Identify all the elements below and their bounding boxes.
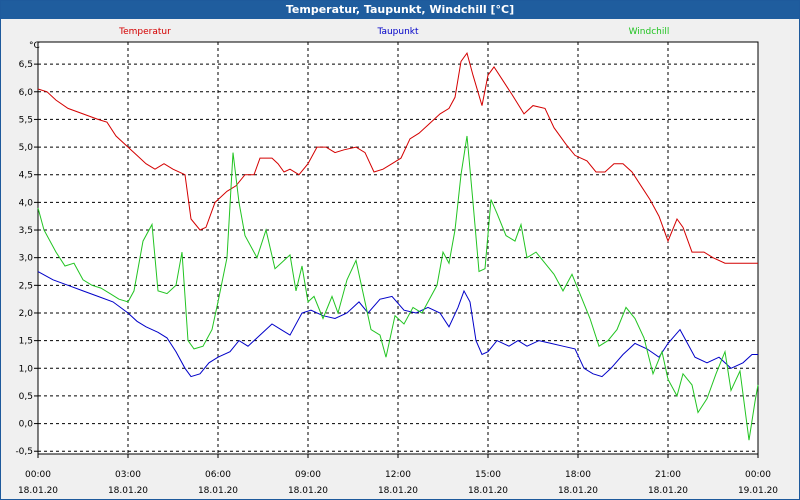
x-tick-date: 18.01.20 [558, 486, 598, 496]
y-tick-label: 0,0 [19, 420, 34, 430]
x-tick-time: 18:00 [565, 470, 591, 480]
grid-lines [38, 42, 758, 454]
x-tick-time: 21:00 [655, 470, 681, 480]
y-tick-label: -0,5 [15, 447, 33, 457]
x-tick-date: 18.01.20 [288, 486, 328, 496]
y-tick-label: 6,5 [19, 60, 33, 70]
x-tick-time: 12:00 [385, 470, 411, 480]
y-tick-label: 5,5 [19, 115, 33, 125]
x-tick-time: 00:00 [25, 470, 51, 480]
x-tick-time: 06:00 [205, 470, 231, 480]
series-lines [37, 51, 759, 441]
legend-label-windchill: Windchill [629, 27, 670, 37]
x-tick-time: 00:00 [745, 470, 771, 480]
y-axis-ticks: 6,5 6,0 5,5 5,0 4,5 4,0 3,5 3,0 2,5 2,0 1,5 1,0 0,5 0… [15, 60, 38, 457]
y-tick-label: 3,5 [19, 226, 33, 236]
y-tick-label: 4,5 [19, 171, 33, 181]
x-tick-date: 18.01.20 [18, 486, 58, 496]
series-line-windchill [37, 135, 759, 441]
y-tick-label: 3,0 [19, 254, 34, 264]
x-tick-date: 18.01.20 [198, 486, 238, 496]
x-tick-time: 09:00 [295, 470, 321, 480]
x-tick-date: 18.01.20 [648, 486, 688, 496]
x-axis-ticks: 00:00 18.01.20 03:00 18.01.20 06:00 18.01.20 0… [18, 454, 778, 496]
y-tick-label: 4,0 [19, 198, 34, 208]
window-title: Temperatur, Taupunkt, Windchill [°C] [1, 1, 799, 19]
series-line-taupunkt [37, 271, 758, 378]
legend-label-temperatur: Temperatur [118, 27, 171, 37]
y-tick-label: 6,0 [19, 88, 34, 98]
x-tick-date: 18.01.20 [108, 486, 148, 496]
x-tick-date: 18.01.20 [378, 486, 418, 496]
y-tick-label: 0,5 [19, 392, 33, 402]
legend: Temperatur Taupunkt Windchill [118, 27, 669, 37]
y-tick-label: 2,5 [19, 281, 33, 291]
y-tick-label: 1,5 [19, 337, 33, 347]
y-tick-label: 1,0 [19, 364, 34, 374]
y-axis-unit: °C [29, 41, 40, 51]
y-tick-label: 5,0 [19, 143, 34, 153]
y-tick-label: 2,0 [19, 309, 34, 319]
x-tick-date: 18.01.20 [468, 486, 508, 496]
x-tick-time: 03:00 [115, 470, 141, 480]
series-line-temperatur [37, 51, 758, 264]
legend-label-taupunkt: Taupunkt [376, 27, 419, 37]
x-tick-date: 19.01.20 [738, 486, 778, 496]
x-tick-time: 15:00 [475, 470, 501, 480]
